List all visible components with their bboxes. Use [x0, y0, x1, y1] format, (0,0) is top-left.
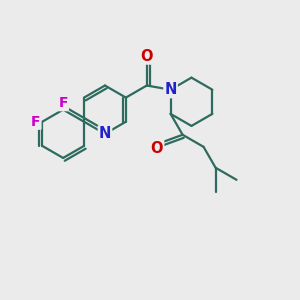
Text: O: O — [140, 49, 153, 64]
Text: O: O — [151, 141, 163, 156]
Text: F: F — [58, 96, 68, 110]
Text: N: N — [99, 126, 111, 141]
Text: F: F — [31, 115, 40, 129]
Text: N: N — [164, 82, 177, 97]
